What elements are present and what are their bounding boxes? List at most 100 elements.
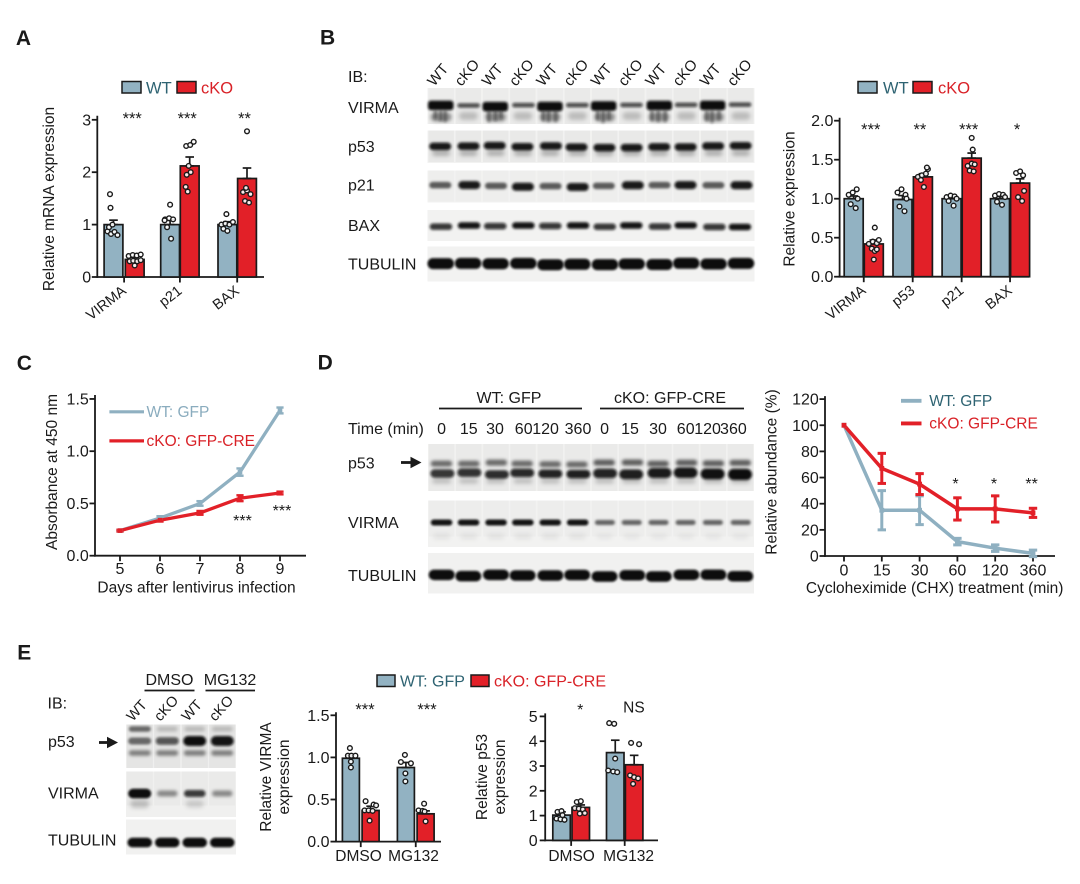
svg-text:IB:: IB: [48, 696, 68, 713]
svg-text:120: 120 [792, 392, 819, 409]
svg-text:100: 100 [792, 418, 819, 435]
svg-text:120: 120 [532, 421, 559, 438]
svg-text:3: 3 [529, 759, 538, 776]
svg-text:1.0: 1.0 [811, 191, 833, 208]
svg-text:TUBULIN: TUBULIN [348, 257, 416, 274]
svg-text:15: 15 [621, 421, 639, 438]
svg-text:*: * [1014, 121, 1021, 139]
svg-text:cKO: GFP-CRE: cKO: GFP-CRE [147, 433, 256, 450]
svg-text:*: * [952, 476, 958, 493]
svg-text:Relative abundance (%): Relative abundance (%) [764, 389, 781, 554]
svg-text:***: *** [355, 701, 375, 719]
svg-text:MG132: MG132 [204, 672, 257, 689]
svg-text:30: 30 [911, 563, 929, 580]
svg-text:**: ** [238, 110, 251, 128]
svg-text:Time (min): Time (min) [348, 421, 424, 438]
svg-text:WT: GFP: WT: GFP [400, 674, 465, 691]
svg-text:WT: GFP: WT: GFP [147, 404, 210, 421]
svg-text:0: 0 [600, 421, 609, 438]
svg-text:VIRMA: VIRMA [348, 515, 399, 532]
svg-text:D: D [318, 352, 333, 375]
svg-text:15: 15 [873, 563, 891, 580]
svg-text:expression: expression [276, 740, 293, 815]
svg-text:cKO: GFP-CRE: cKO: GFP-CRE [494, 674, 606, 691]
svg-text:Relative VIRMA: Relative VIRMA [258, 722, 275, 832]
svg-text:*: * [577, 702, 583, 719]
svg-text:***: *** [861, 121, 881, 139]
svg-text:WT: WT [146, 80, 172, 98]
svg-text:IB:: IB: [348, 69, 368, 86]
svg-text:**: ** [1025, 476, 1037, 493]
svg-text:0: 0 [529, 833, 538, 850]
svg-text:0: 0 [82, 270, 91, 287]
svg-text:120: 120 [982, 563, 1009, 580]
svg-text:WT: GFP: WT: GFP [929, 393, 992, 410]
svg-text:60: 60 [801, 470, 819, 487]
svg-text:cKO: GFP-CRE: cKO: GFP-CRE [614, 390, 726, 407]
svg-text:p53: p53 [348, 139, 375, 156]
svg-text:**: ** [913, 121, 926, 139]
svg-text:15: 15 [460, 421, 478, 438]
svg-text:p53: p53 [348, 456, 375, 473]
svg-text:expression: expression [492, 740, 509, 815]
svg-text:30: 30 [649, 421, 667, 438]
svg-text:WT: GFP: WT: GFP [477, 390, 542, 407]
svg-text:8: 8 [236, 561, 245, 578]
svg-text:NS: NS [623, 700, 645, 717]
svg-text:TUBULIN: TUBULIN [348, 568, 416, 585]
svg-text:40: 40 [801, 496, 819, 513]
svg-text:360: 360 [1020, 563, 1047, 580]
svg-text:DMSO: DMSO [146, 672, 194, 689]
svg-text:1.5: 1.5 [811, 152, 833, 169]
svg-text:1.0: 1.0 [67, 444, 89, 461]
svg-text:cKO: cKO [938, 80, 970, 98]
svg-text:MG132: MG132 [388, 848, 439, 865]
svg-text:120: 120 [694, 421, 721, 438]
svg-text:Relative p53: Relative p53 [474, 734, 491, 820]
svg-text:Relative mRNA expression: Relative mRNA expression [41, 107, 58, 291]
svg-text:WT: WT [883, 80, 909, 98]
svg-text:360: 360 [720, 421, 747, 438]
svg-text:0.0: 0.0 [67, 548, 89, 565]
svg-text:0.5: 0.5 [811, 230, 833, 247]
svg-text:360: 360 [565, 421, 592, 438]
svg-text:MG132: MG132 [603, 848, 654, 865]
svg-text:20: 20 [801, 522, 819, 539]
svg-text:Absorbance at 450 nm: Absorbance at 450 nm [44, 394, 61, 550]
svg-text:p53: p53 [48, 734, 75, 751]
svg-text:60: 60 [515, 421, 533, 438]
svg-text:TUBULIN: TUBULIN [48, 833, 116, 850]
svg-text:***: *** [959, 121, 979, 139]
svg-text:p21: p21 [348, 178, 375, 195]
svg-text:6: 6 [156, 561, 165, 578]
svg-text:2: 2 [529, 783, 538, 800]
svg-text:0: 0 [840, 563, 849, 580]
svg-text:A: A [16, 27, 31, 50]
svg-text:0: 0 [437, 421, 446, 438]
svg-text:30: 30 [486, 421, 504, 438]
svg-text:60: 60 [677, 421, 695, 438]
svg-text:1.0: 1.0 [307, 750, 329, 767]
svg-text:C: C [17, 352, 32, 375]
svg-text:3: 3 [82, 112, 91, 129]
svg-text:0.0: 0.0 [307, 834, 329, 851]
svg-text:VIRMA: VIRMA [48, 786, 99, 803]
svg-text:BAX: BAX [348, 218, 380, 235]
svg-text:80: 80 [801, 444, 819, 461]
svg-text:1: 1 [82, 217, 91, 234]
svg-text:VIRMA: VIRMA [348, 100, 399, 117]
svg-text:1.5: 1.5 [307, 708, 329, 725]
svg-text:1.5: 1.5 [67, 391, 89, 408]
svg-text:DMSO: DMSO [335, 848, 382, 865]
svg-text:7: 7 [196, 561, 205, 578]
svg-text:***: *** [417, 701, 437, 719]
svg-text:Cycloheximide (CHX) treatment: Cycloheximide (CHX) treatment (min) [806, 580, 1064, 597]
svg-text:2.0: 2.0 [811, 113, 833, 130]
svg-text:0.5: 0.5 [67, 496, 89, 513]
svg-text:60: 60 [949, 563, 967, 580]
svg-text:***: *** [178, 110, 198, 128]
svg-text:DMSO: DMSO [548, 848, 595, 865]
svg-text:***: *** [273, 503, 292, 520]
svg-text:4: 4 [529, 734, 538, 751]
svg-text:1: 1 [529, 808, 538, 825]
